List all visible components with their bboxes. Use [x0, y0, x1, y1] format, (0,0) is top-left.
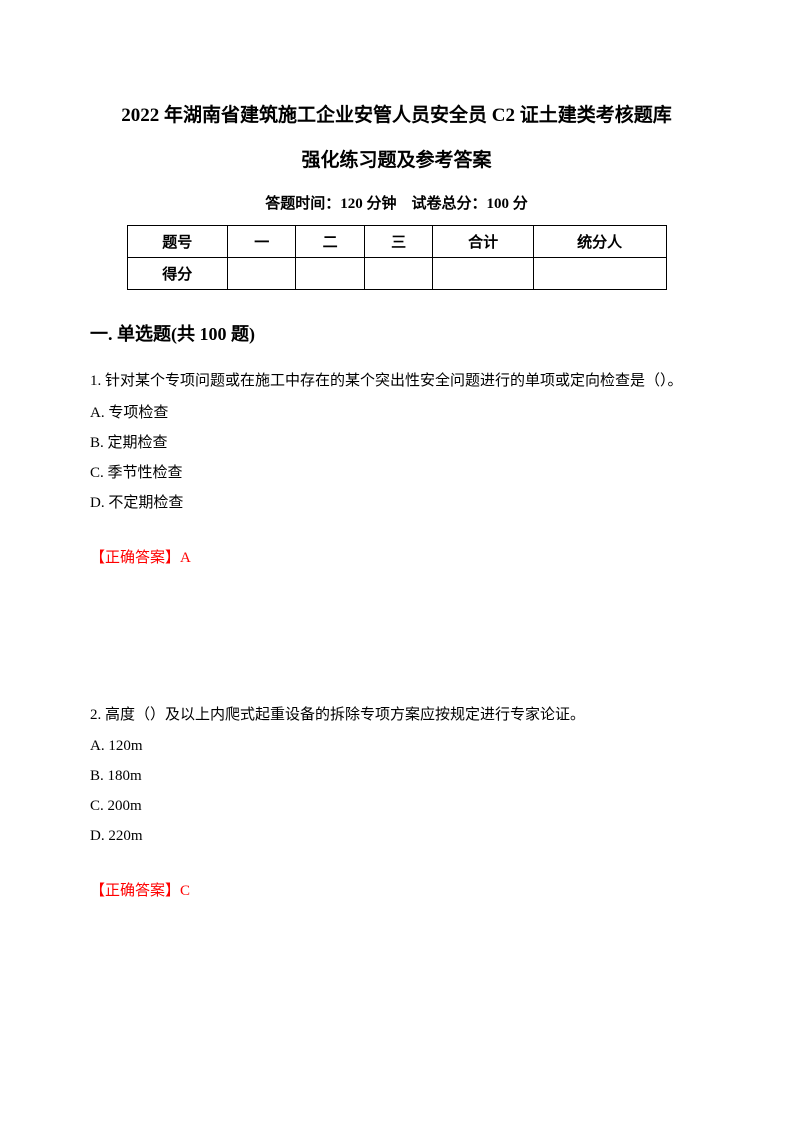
- spacer: [90, 585, 703, 700]
- table-header-cell: 统分人: [533, 226, 666, 258]
- table-row-label: 得分: [127, 258, 228, 290]
- question-text: 1. 针对某个专项问题或在施工中存在的某个突出性安全问题进行的单项或定向检查是（…: [90, 366, 703, 398]
- exam-info: 答题时间：120 分钟 试卷总分：100 分: [90, 192, 703, 213]
- table-header-cell: 合计: [433, 226, 534, 258]
- document-title-line1: 2022 年湖南省建筑施工企业安管人员安全员 C2 证土建类考核题库: [90, 100, 703, 127]
- option-c: C. 季节性检查: [90, 458, 703, 488]
- table-cell: [296, 258, 364, 290]
- option-a: A. 专项检查: [90, 398, 703, 428]
- correct-answer: 【正确答案】A: [90, 546, 703, 567]
- table-header-cell: 三: [364, 226, 432, 258]
- question-text: 2. 高度（）及以上内爬式起重设备的拆除专项方案应按规定进行专家论证。: [90, 700, 703, 732]
- table-header-cell: 一: [228, 226, 296, 258]
- question-block-1: 1. 针对某个专项问题或在施工中存在的某个突出性安全问题进行的单项或定向检查是（…: [90, 366, 703, 567]
- table-header-cell: 题号: [127, 226, 228, 258]
- score-table: 题号 一 二 三 合计 统分人 得分: [127, 225, 667, 290]
- table-header-row: 题号 一 二 三 合计 统分人: [127, 226, 666, 258]
- table-cell: [364, 258, 432, 290]
- document-title-line2: 强化练习题及参考答案: [90, 145, 703, 172]
- table-cell: [433, 258, 534, 290]
- option-d: D. 不定期检查: [90, 488, 703, 518]
- option-c: C. 200m: [90, 791, 703, 821]
- option-b: B. 定期检查: [90, 428, 703, 458]
- question-block-2: 2. 高度（）及以上内爬式起重设备的拆除专项方案应按规定进行专家论证。 A. 1…: [90, 700, 703, 901]
- option-d: D. 220m: [90, 821, 703, 851]
- table-cell: [533, 258, 666, 290]
- option-a: A. 120m: [90, 731, 703, 761]
- table-score-row: 得分: [127, 258, 666, 290]
- table-header-cell: 二: [296, 226, 364, 258]
- section-title: 一. 单选题(共 100 题): [90, 320, 703, 346]
- correct-answer: 【正确答案】C: [90, 879, 703, 900]
- table-cell: [228, 258, 296, 290]
- option-b: B. 180m: [90, 761, 703, 791]
